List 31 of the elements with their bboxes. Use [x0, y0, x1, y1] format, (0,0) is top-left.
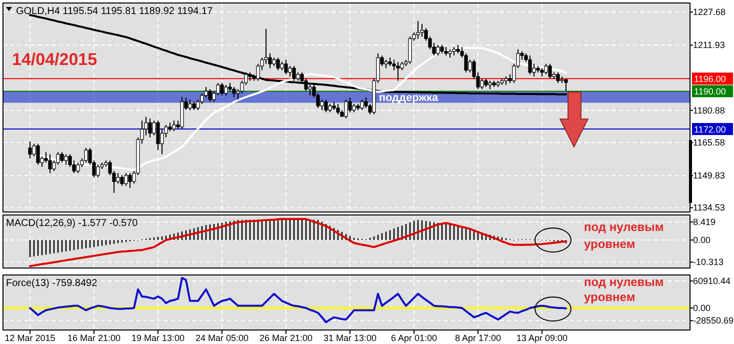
ref-line-label: 1190.00	[694, 86, 726, 97]
y-tick-label: -10.313	[693, 257, 724, 268]
y-tick-label: 0.00	[693, 235, 711, 246]
chart-title: GOLD,H4 1195.54 1195.81 1189.92 1194.17	[16, 6, 214, 17]
y-tick-label: -28550.69	[693, 316, 734, 326]
ref-line-label: 1172.00	[694, 124, 726, 135]
y-tick-label: 60910.44	[693, 276, 731, 286]
x-tick-label: 19 Mar 13:00	[131, 333, 185, 343]
annotation: 14/04/2015	[12, 50, 98, 69]
y-tick-label: 0.00	[693, 303, 711, 313]
band-label: поддержка	[378, 92, 440, 104]
chart-title: MACD(12,26,9) -1.577 -0.570	[6, 218, 138, 229]
y-tick-label: 1211.93	[693, 40, 725, 50]
x-tick-label: 26 Mar 21:00	[259, 333, 313, 343]
x-tick-label: 16 Mar 21:00	[67, 333, 121, 343]
x-tick-label: 6 Apr 01:00	[390, 333, 438, 343]
x-tick-label: 12 Mar 2015	[4, 333, 56, 343]
x-tick-label: 13 Apr 09:00	[516, 333, 568, 343]
chart-title: Force(13) -759.8492	[6, 278, 98, 289]
text: под нулевым уровнем	[584, 220, 664, 251]
y-tick-label: 1134.53	[693, 202, 725, 213]
y-tick-label: 1227.68	[693, 7, 726, 18]
ref-line-label: 1196.00	[694, 74, 726, 84]
x-tick-label: 24 Mar 05:00	[195, 333, 249, 343]
text: под нулевым уровнем	[584, 275, 664, 304]
y-tick-label: 8.419	[693, 217, 716, 228]
y-tick-label: 1165.58	[693, 138, 725, 148]
x-tick-label: 8 Apr 17:00	[454, 333, 502, 343]
y-tick-label: 1180.88	[693, 105, 725, 116]
y-tick-label: 1149.83	[693, 170, 725, 181]
x-tick-label: 31 Mar 13:00	[323, 333, 377, 343]
